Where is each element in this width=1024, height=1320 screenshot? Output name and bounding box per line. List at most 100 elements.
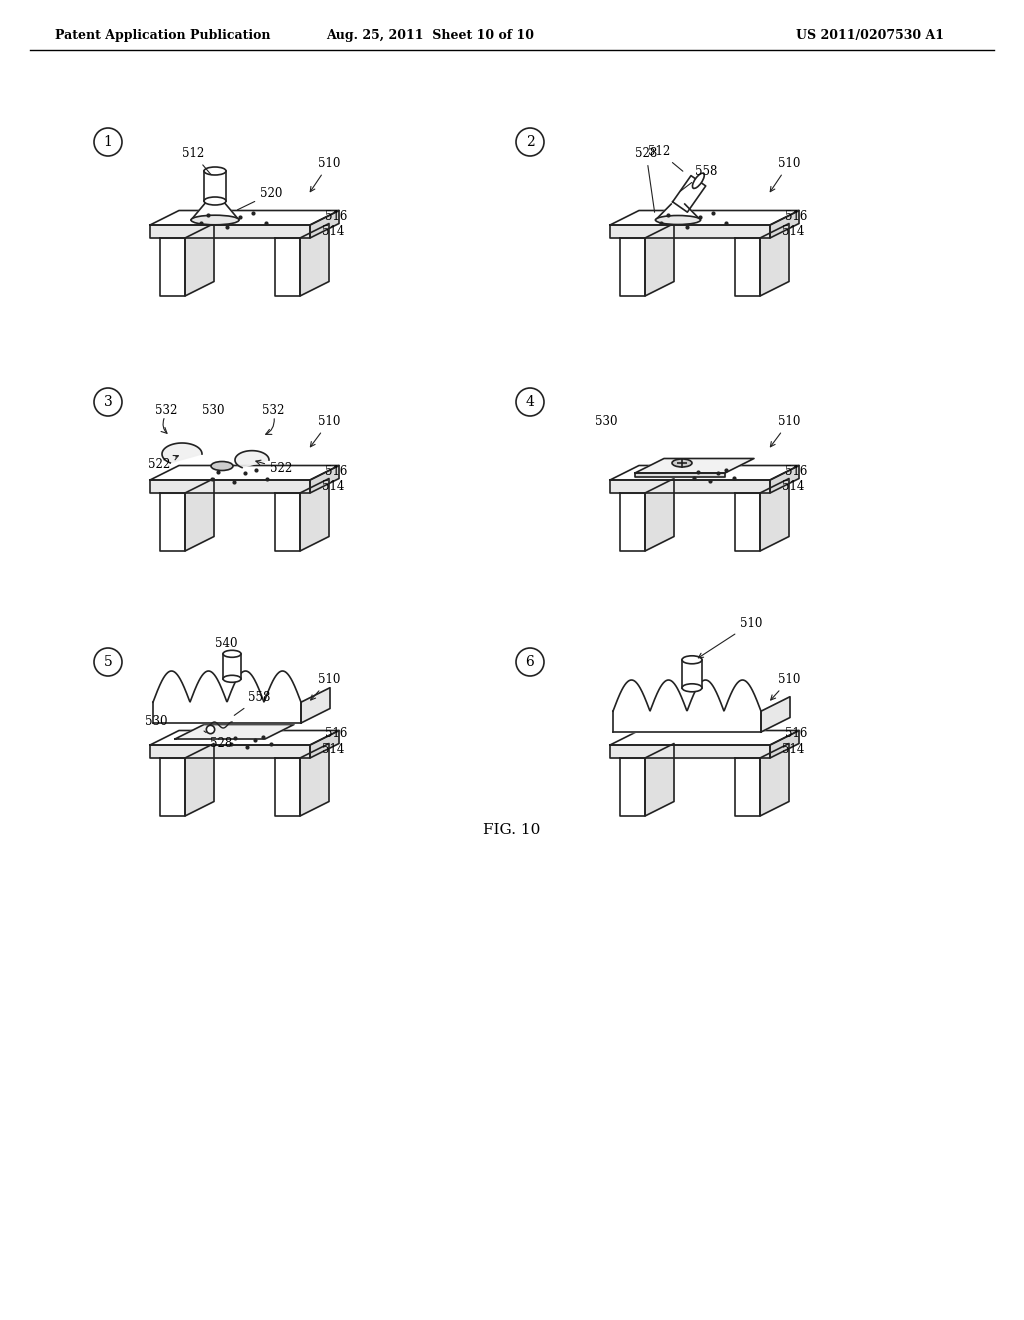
Polygon shape [150, 480, 310, 492]
Text: 516: 516 [325, 465, 347, 478]
Ellipse shape [655, 215, 700, 224]
Text: 522: 522 [148, 455, 178, 471]
Text: 558: 558 [234, 690, 270, 715]
Polygon shape [682, 660, 702, 688]
Polygon shape [234, 450, 269, 467]
Polygon shape [275, 238, 300, 296]
Polygon shape [300, 223, 329, 296]
Text: 1: 1 [103, 135, 113, 149]
Polygon shape [620, 758, 645, 816]
Text: 530: 530 [202, 404, 224, 417]
Polygon shape [223, 653, 241, 678]
Polygon shape [150, 730, 339, 744]
Text: 510: 510 [771, 673, 801, 700]
Text: 514: 514 [322, 480, 344, 492]
Polygon shape [150, 224, 310, 238]
Polygon shape [160, 758, 185, 816]
Polygon shape [620, 238, 645, 296]
Text: 514: 514 [322, 224, 344, 238]
Polygon shape [635, 458, 754, 473]
Text: 540: 540 [215, 638, 238, 649]
Text: 532: 532 [262, 404, 285, 417]
Text: Patent Application Publication: Patent Application Publication [55, 29, 270, 41]
Polygon shape [310, 210, 339, 238]
Text: 516: 516 [785, 465, 807, 478]
Polygon shape [610, 224, 770, 238]
Polygon shape [160, 492, 185, 550]
Text: 514: 514 [782, 224, 805, 238]
Text: 528: 528 [204, 731, 232, 750]
Ellipse shape [682, 656, 702, 664]
Text: FIG. 10: FIG. 10 [483, 822, 541, 837]
Polygon shape [760, 223, 790, 296]
Ellipse shape [204, 197, 226, 205]
Text: 3: 3 [103, 395, 113, 409]
Ellipse shape [191, 215, 239, 224]
Ellipse shape [682, 684, 702, 692]
Polygon shape [610, 480, 770, 492]
Text: 6: 6 [525, 655, 535, 669]
Text: 520: 520 [238, 187, 283, 210]
Polygon shape [735, 238, 760, 296]
Ellipse shape [672, 459, 692, 467]
Polygon shape [761, 697, 790, 733]
Text: 510: 510 [770, 414, 801, 446]
Ellipse shape [692, 173, 705, 189]
Text: 558: 558 [680, 165, 718, 191]
Ellipse shape [223, 651, 241, 657]
Polygon shape [735, 758, 760, 816]
Text: 2: 2 [525, 135, 535, 149]
Polygon shape [610, 210, 799, 224]
Polygon shape [310, 466, 339, 492]
Polygon shape [150, 466, 339, 480]
Polygon shape [185, 223, 214, 296]
Polygon shape [204, 172, 226, 201]
Polygon shape [160, 238, 185, 296]
Text: 514: 514 [782, 743, 805, 756]
Text: 516: 516 [325, 210, 347, 223]
Text: 510: 510 [310, 157, 340, 191]
Polygon shape [275, 492, 300, 550]
Text: 514: 514 [322, 743, 344, 756]
Text: 516: 516 [325, 727, 347, 741]
Polygon shape [610, 744, 770, 758]
Polygon shape [645, 479, 674, 550]
Text: 4: 4 [525, 395, 535, 409]
Text: 516: 516 [785, 210, 807, 223]
Polygon shape [610, 466, 799, 480]
Text: 510: 510 [770, 157, 801, 191]
Text: 5: 5 [103, 655, 113, 669]
Polygon shape [760, 479, 790, 550]
Polygon shape [645, 223, 674, 296]
Polygon shape [162, 444, 202, 463]
Text: 530: 530 [595, 414, 617, 428]
Text: 510: 510 [310, 414, 340, 446]
Polygon shape [301, 688, 330, 723]
Polygon shape [620, 492, 645, 550]
Polygon shape [275, 758, 300, 816]
Polygon shape [175, 725, 294, 739]
Text: 514: 514 [782, 480, 805, 492]
Text: 510: 510 [310, 673, 340, 700]
Polygon shape [673, 176, 706, 213]
Polygon shape [300, 743, 329, 816]
Polygon shape [310, 730, 339, 758]
Text: 522: 522 [256, 461, 292, 475]
Polygon shape [150, 210, 339, 224]
Polygon shape [185, 743, 214, 816]
Polygon shape [300, 479, 329, 550]
Polygon shape [655, 205, 700, 220]
Polygon shape [770, 730, 799, 758]
Ellipse shape [211, 462, 233, 470]
Polygon shape [150, 744, 310, 758]
Polygon shape [735, 492, 760, 550]
Ellipse shape [204, 168, 226, 176]
Polygon shape [185, 479, 214, 550]
Polygon shape [610, 730, 799, 744]
Text: 528: 528 [635, 147, 657, 213]
Polygon shape [770, 466, 799, 492]
Polygon shape [760, 743, 790, 816]
Ellipse shape [223, 676, 241, 682]
Text: 516: 516 [785, 727, 807, 741]
Text: 532: 532 [155, 404, 177, 417]
